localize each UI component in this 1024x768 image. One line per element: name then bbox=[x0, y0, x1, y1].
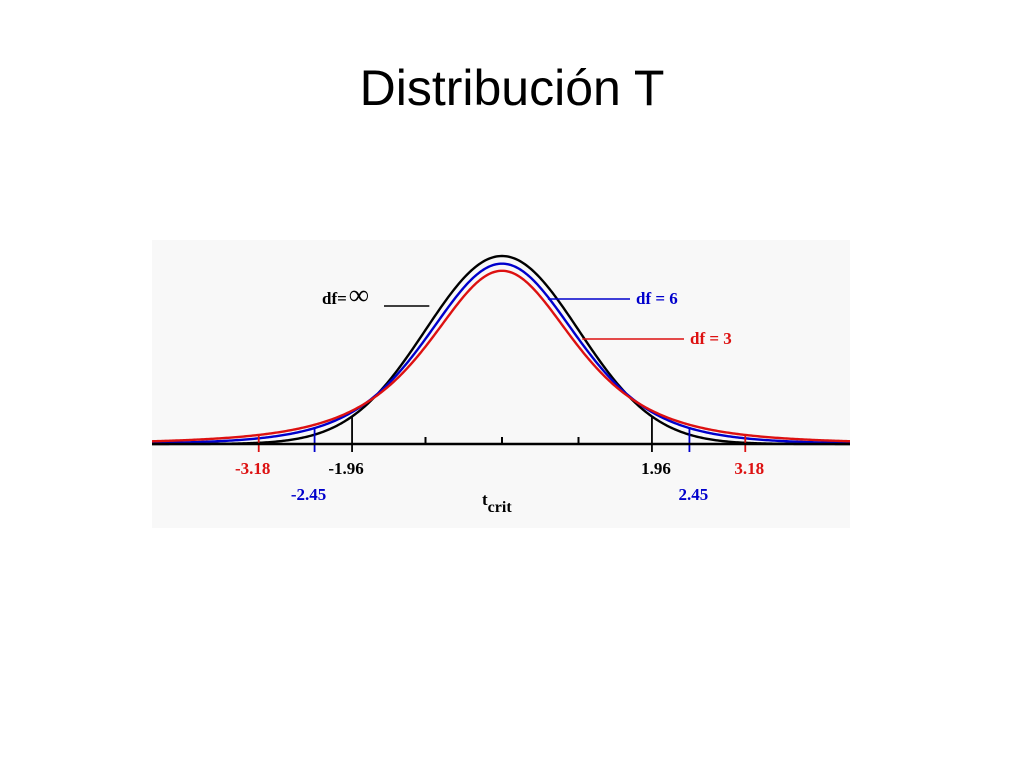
curve-series-0 bbox=[152, 254, 850, 446]
critical-label-series-2-1: 3.18 bbox=[734, 459, 764, 478]
legend-label-prefix: df= bbox=[322, 289, 347, 308]
legend: df=∞ df = 6 df = 3 bbox=[322, 280, 732, 348]
x-axis-label: tcrit bbox=[482, 490, 512, 516]
distribution-curves bbox=[152, 254, 850, 446]
curve-series-1 bbox=[152, 262, 850, 445]
critical-label-series-2-0: -3.18 bbox=[235, 459, 270, 478]
critical-label-series-1-1: 2.45 bbox=[679, 485, 709, 504]
t-distribution-chart: -1.96 1.96 -2.45 2.45 -3.18 3.18 df=∞ df = 6 df… bbox=[152, 240, 850, 528]
slide-title: Distribución T bbox=[359, 60, 665, 116]
critical-label-series-0-0: -1.96 bbox=[328, 459, 363, 478]
x-axis-ticks bbox=[424, 437, 580, 445]
critical-label-series-0-1: 1.96 bbox=[641, 459, 671, 478]
legend-label-series-1: df = 6 bbox=[636, 289, 678, 308]
legend-label-series-2: df = 3 bbox=[690, 329, 732, 348]
x-axis-label-subscript: crit bbox=[488, 499, 513, 516]
legend-label-series-0: df=∞ bbox=[322, 280, 369, 311]
x-axis-label-main: t bbox=[482, 490, 488, 509]
curve-series-2 bbox=[152, 269, 850, 443]
tick-labels: -1.96 1.96 -2.45 2.45 -3.18 3.18 bbox=[235, 459, 764, 504]
critical-label-series-1-0: -2.45 bbox=[291, 485, 326, 504]
infinity-symbol: ∞ bbox=[349, 280, 369, 311]
chart-svg: -1.96 1.96-2.45 2.45-3.18 3.18 df=∞ df = 6df… bbox=[152, 254, 850, 516]
